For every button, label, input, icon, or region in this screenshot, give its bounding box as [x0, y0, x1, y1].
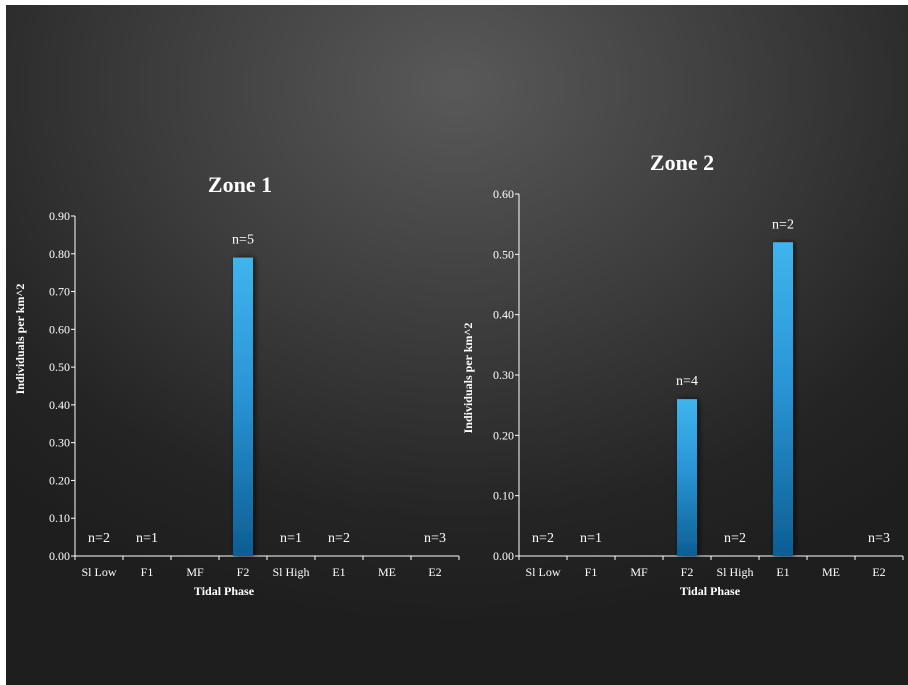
x-tick-label: F1 — [585, 565, 598, 579]
x-axis-title: Tidal Phase — [680, 584, 741, 598]
data-label: n=2 — [328, 531, 350, 546]
data-label: n=5 — [232, 233, 254, 248]
data-label: n=3 — [424, 531, 446, 546]
x-tick-label: Sl High — [272, 565, 309, 579]
y-tick-label: 0.70 — [49, 285, 70, 299]
y-tick-label: 0.50 — [493, 247, 514, 261]
y-tick-label: 0.40 — [49, 398, 70, 412]
x-axis-title: Tidal Phase — [194, 584, 255, 598]
chart-title: Zone 1 — [208, 172, 272, 197]
chart-title: Zone 2 — [650, 150, 714, 175]
y-tick-label: 0.50 — [49, 360, 70, 374]
y-tick-label: 0.00 — [49, 549, 70, 563]
y-tick-label: 0.80 — [49, 247, 70, 261]
y-tick-label: 0.20 — [493, 428, 514, 442]
y-tick-label: 0.10 — [49, 511, 70, 525]
data-label: n=1 — [136, 531, 158, 546]
data-label: n=2 — [724, 531, 746, 546]
y-tick-label: 0.00 — [493, 549, 514, 563]
data-label: n=2 — [88, 531, 110, 546]
x-tick-label: F2 — [237, 565, 250, 579]
data-label: n=4 — [676, 374, 698, 389]
data-label: n=2 — [532, 531, 554, 546]
x-tick-label: MF — [186, 565, 204, 579]
data-label: n=2 — [772, 217, 794, 232]
y-tick-label: 0.60 — [49, 322, 70, 336]
charts-canvas: Zone 1 Individuals per km^2 Tidal Phase … — [13, 150, 904, 598]
x-tick-label: E2 — [428, 565, 441, 579]
data-label: n=1 — [280, 531, 302, 546]
bar — [677, 399, 697, 556]
zone-2-chart: Zone 2 Individuals per km^2 Tidal Phase … — [461, 150, 904, 598]
x-tick-label: E1 — [332, 565, 345, 579]
y-tick-label: 0.10 — [493, 489, 514, 503]
x-tick-label: ME — [378, 565, 396, 579]
y-axis-title: Individuals per km^2 — [13, 284, 27, 395]
zone-1-chart: Zone 1 Individuals per km^2 Tidal Phase … — [13, 172, 460, 598]
y-axis-title: Individuals per km^2 — [461, 323, 475, 434]
x-tick-label: MF — [630, 565, 648, 579]
x-tick-label: Sl Low — [525, 565, 560, 579]
y-tick-label: 0.30 — [493, 368, 514, 382]
y-tick-label: 0.40 — [493, 308, 514, 322]
bar — [773, 242, 793, 556]
bar — [233, 257, 253, 556]
x-tick-label: E1 — [776, 565, 789, 579]
x-tick-label: F2 — [681, 565, 694, 579]
x-tick-label: F1 — [141, 565, 154, 579]
y-tick-label: 0.20 — [49, 473, 70, 487]
x-tick-label: Sl High — [716, 565, 753, 579]
data-label: n=1 — [580, 531, 602, 546]
y-tick-label: 0.30 — [49, 436, 70, 450]
x-tick-label: Sl Low — [81, 565, 116, 579]
x-tick-label: E2 — [872, 565, 885, 579]
x-tick-label: ME — [822, 565, 840, 579]
y-tick-label: 0.90 — [49, 209, 70, 223]
slide-background: Zone 1 Individuals per km^2 Tidal Phase … — [6, 5, 908, 685]
data-label: n=3 — [868, 531, 890, 546]
y-tick-label: 0.60 — [493, 187, 514, 201]
